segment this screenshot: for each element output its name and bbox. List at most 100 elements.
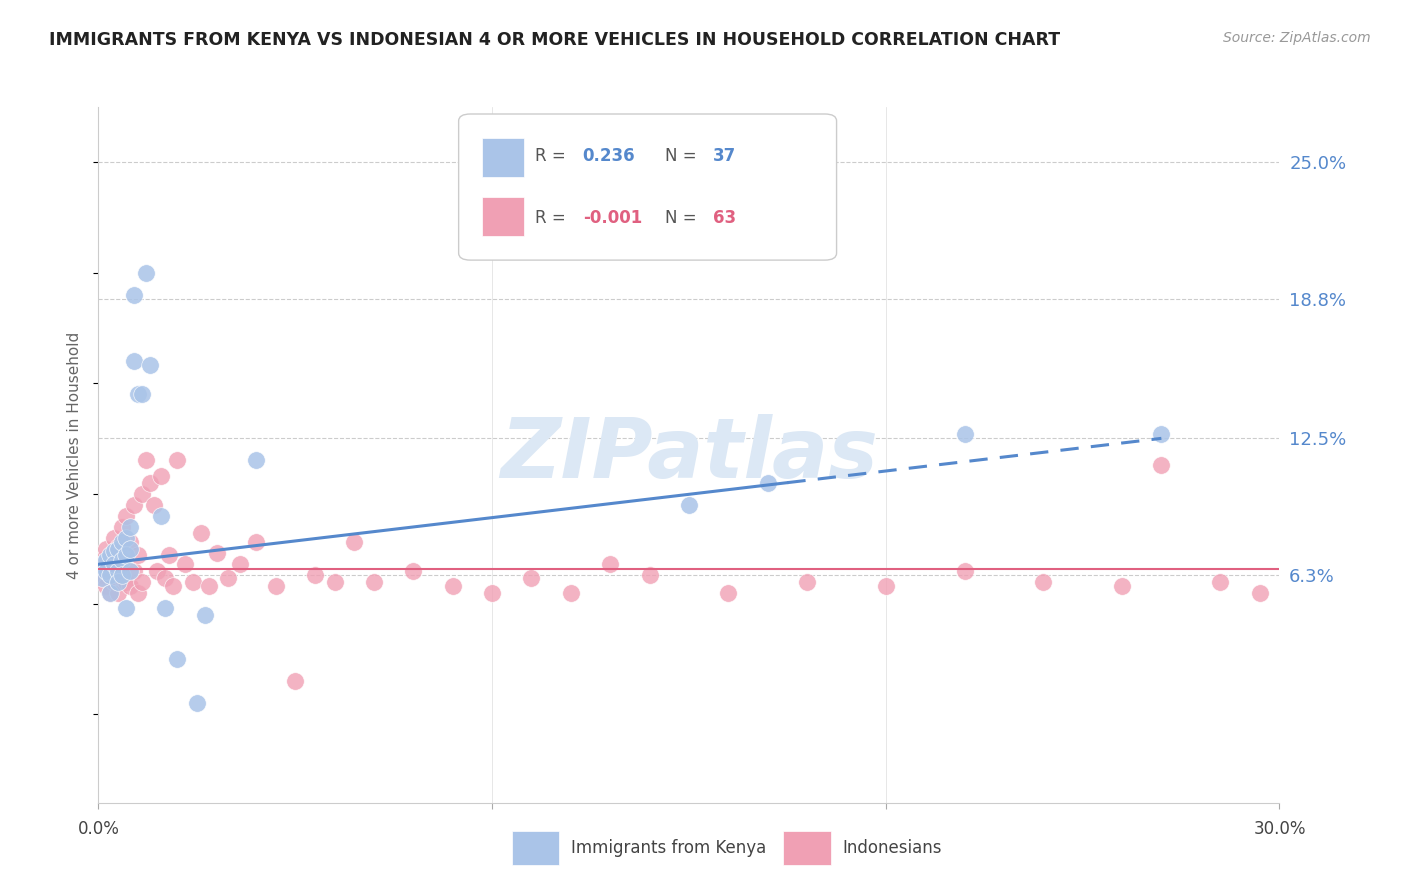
Point xyxy=(402,564,425,578)
Point xyxy=(284,674,307,689)
Point xyxy=(875,579,897,593)
Point xyxy=(481,586,503,600)
Point xyxy=(103,574,125,589)
Point xyxy=(1209,574,1232,589)
Point xyxy=(107,564,129,578)
Point xyxy=(304,568,326,582)
Point xyxy=(122,498,145,512)
Point xyxy=(1150,458,1173,472)
Point xyxy=(131,574,153,589)
Point xyxy=(107,541,129,556)
Point xyxy=(181,574,204,589)
Point xyxy=(103,544,125,558)
Point xyxy=(245,535,267,549)
Point xyxy=(678,498,700,512)
Point xyxy=(98,549,121,563)
FancyBboxPatch shape xyxy=(512,830,560,865)
Point xyxy=(323,574,346,589)
Point xyxy=(122,564,145,578)
Point xyxy=(756,475,779,490)
Point xyxy=(118,579,141,593)
Point xyxy=(1111,579,1133,593)
Point xyxy=(138,359,160,373)
Point xyxy=(91,570,114,584)
Point xyxy=(150,508,173,523)
Point xyxy=(155,601,177,615)
Point xyxy=(146,564,169,578)
Point xyxy=(118,541,141,556)
Point xyxy=(186,697,208,711)
Point xyxy=(1249,586,1271,600)
Point xyxy=(174,558,197,572)
Point xyxy=(98,586,121,600)
Text: ZIPatlas: ZIPatlas xyxy=(501,415,877,495)
Point xyxy=(264,579,287,593)
Point xyxy=(103,531,125,545)
Point xyxy=(796,574,818,589)
Point xyxy=(111,553,134,567)
Point xyxy=(115,508,138,523)
Point xyxy=(127,586,149,600)
Point xyxy=(103,553,125,567)
Point xyxy=(91,558,114,572)
Point xyxy=(96,564,118,578)
Point xyxy=(343,535,366,549)
Point xyxy=(127,387,149,401)
Point xyxy=(229,558,252,572)
Point xyxy=(91,568,114,582)
Point xyxy=(363,574,385,589)
Text: 37: 37 xyxy=(713,147,735,165)
Point xyxy=(150,469,173,483)
Point xyxy=(197,579,219,593)
Point xyxy=(1150,426,1173,441)
Text: 30.0%: 30.0% xyxy=(1253,821,1306,838)
Point xyxy=(115,574,138,589)
Point xyxy=(190,526,212,541)
Point xyxy=(953,564,976,578)
Point xyxy=(111,535,134,549)
Point xyxy=(166,453,188,467)
Point xyxy=(217,570,239,584)
Point xyxy=(441,579,464,593)
Text: IMMIGRANTS FROM KENYA VS INDONESIAN 4 OR MORE VEHICLES IN HOUSEHOLD CORRELATION : IMMIGRANTS FROM KENYA VS INDONESIAN 4 OR… xyxy=(49,31,1060,49)
Text: 0.0%: 0.0% xyxy=(77,821,120,838)
Point xyxy=(118,535,141,549)
Point xyxy=(96,541,118,556)
Point xyxy=(111,570,134,584)
Point xyxy=(96,579,118,593)
Text: R =: R = xyxy=(536,147,571,165)
Point xyxy=(107,564,129,578)
Point xyxy=(142,498,165,512)
Point xyxy=(98,558,121,572)
Point xyxy=(131,486,153,500)
Text: 0.236: 0.236 xyxy=(582,147,636,165)
Text: -0.001: -0.001 xyxy=(582,210,643,227)
Point xyxy=(245,453,267,467)
Text: Immigrants from Kenya: Immigrants from Kenya xyxy=(571,839,766,857)
Text: 63: 63 xyxy=(713,210,735,227)
FancyBboxPatch shape xyxy=(482,138,523,177)
Point xyxy=(122,287,145,301)
Point xyxy=(96,553,118,567)
Point xyxy=(717,586,740,600)
Point xyxy=(520,570,543,584)
Point xyxy=(98,568,121,582)
Point xyxy=(599,558,621,572)
Point xyxy=(166,652,188,666)
FancyBboxPatch shape xyxy=(783,830,831,865)
Text: N =: N = xyxy=(665,147,702,165)
Point xyxy=(135,453,157,467)
Point xyxy=(194,608,217,623)
Point xyxy=(953,426,976,441)
Point xyxy=(122,354,145,368)
Point xyxy=(107,574,129,589)
Point xyxy=(115,549,138,563)
Point xyxy=(138,475,160,490)
Point xyxy=(115,601,138,615)
Point xyxy=(157,549,180,563)
Text: Source: ZipAtlas.com: Source: ZipAtlas.com xyxy=(1223,31,1371,45)
Point xyxy=(118,519,141,533)
Point xyxy=(155,570,177,584)
Point xyxy=(638,568,661,582)
FancyBboxPatch shape xyxy=(482,197,523,235)
